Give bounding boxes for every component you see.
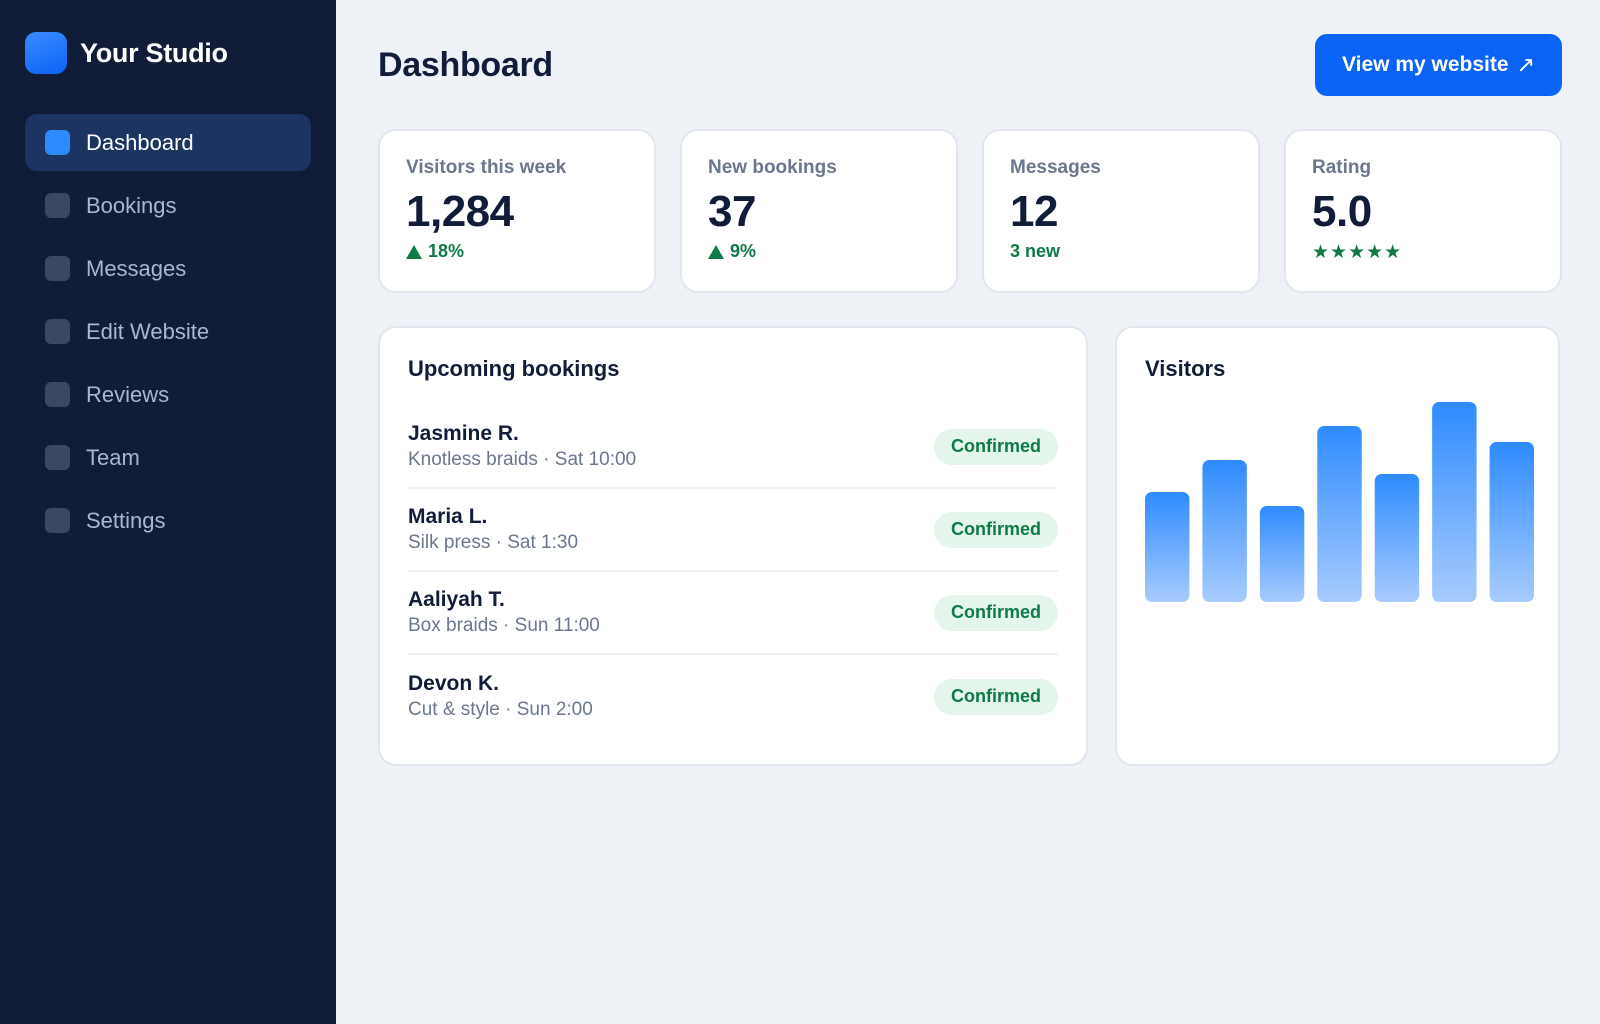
booking-info: Devon K. Cut & style · Sun 2:00 xyxy=(408,672,593,721)
sidebar-item-label: Dashboard xyxy=(86,129,194,155)
visitor-bar-3 xyxy=(1259,506,1305,602)
sidebar-item-bookings[interactable]: Bookings xyxy=(25,177,311,234)
booking-detail: Silk press · Sat 1:30 xyxy=(408,532,579,553)
panel-title: Visitors xyxy=(1145,356,1226,381)
client-name: Maria L. xyxy=(408,505,488,528)
stat-value: 37 xyxy=(708,187,756,236)
stat-value: 12 xyxy=(1010,187,1058,236)
stat-card-visitors: Visitors this week 1,284 18% xyxy=(378,129,656,293)
brand-name: Your Studio xyxy=(80,37,228,68)
sidebar-item-label: Team xyxy=(86,444,140,470)
dashboard-icon xyxy=(45,130,70,155)
edit-website-icon xyxy=(45,319,70,344)
status-badge: Confirmed xyxy=(934,594,1058,631)
stat-label: Visitors this week xyxy=(406,157,567,178)
sidebar-item-team[interactable]: Team xyxy=(25,429,311,486)
stat-trend: 18% xyxy=(406,241,628,262)
studio-logo-icon xyxy=(25,32,67,74)
sidebar-item-messages[interactable]: Messages xyxy=(25,240,311,297)
stat-value: 1,284 xyxy=(406,187,514,236)
upcoming-bookings-panel: Upcoming bookings Jasmine R. Knotless br… xyxy=(378,326,1088,766)
stat-label: Rating xyxy=(1312,157,1372,178)
stat-label: Messages xyxy=(1010,157,1101,178)
view-website-button[interactable]: View my website ↗ xyxy=(1315,34,1562,96)
visitor-bar-5 xyxy=(1374,474,1420,602)
visitor-bar-6 xyxy=(1432,402,1477,602)
panel-title: Upcoming bookings xyxy=(408,356,620,381)
booking-row[interactable]: Aaliyah T. Box braids · Sun 11:00 Confir… xyxy=(408,572,1058,655)
stat-value: 5.0 xyxy=(1312,187,1372,236)
booking-info: Aaliyah T. Box braids · Sun 11:00 xyxy=(408,588,600,637)
booking-row[interactable]: Maria L. Silk press · Sat 1:30 Confirmed xyxy=(408,489,1058,572)
sidebar-item-edit-website[interactable]: Edit Website xyxy=(25,303,311,360)
stat-label: New bookings xyxy=(708,157,837,178)
status-badge: Confirmed xyxy=(934,428,1058,465)
settings-icon xyxy=(45,508,70,533)
topbar: Dashboard View my website ↗ xyxy=(378,34,1562,96)
stats-row: Visitors this week 1,284 18% New booking… xyxy=(378,129,1562,293)
visitor-bar-4 xyxy=(1317,426,1362,602)
client-name: Devon K. xyxy=(408,672,500,695)
status-badge: Confirmed xyxy=(934,678,1058,715)
sidebar-item-settings[interactable]: Settings xyxy=(25,492,311,549)
booking-info: Jasmine R. Knotless braids · Sat 10:00 xyxy=(408,422,636,471)
stat-trend-value: 9% xyxy=(730,241,757,261)
client-name: Aaliyah T. xyxy=(408,588,505,611)
visitors-bar-chart xyxy=(1145,402,1534,602)
visitor-bar-1 xyxy=(1145,492,1190,602)
visitor-bar-2 xyxy=(1202,460,1247,602)
external-link-icon: ↗ xyxy=(1516,52,1535,77)
bookings-icon xyxy=(45,193,70,218)
stat-card-rating: Rating 5.0 ★★★★★ xyxy=(1284,129,1562,293)
sidebar-item-label: Reviews xyxy=(86,381,170,407)
booking-detail: Box braids · Sun 11:00 xyxy=(408,615,600,636)
team-icon xyxy=(45,445,70,470)
status-badge: Confirmed xyxy=(934,511,1058,548)
reviews-icon xyxy=(45,382,70,407)
booking-detail: Knotless braids · Sat 10:00 xyxy=(408,449,637,470)
star-rating-icon: ★★★★★ xyxy=(1312,242,1403,263)
booking-detail: Cut & style · Sun 2:00 xyxy=(408,699,593,720)
booking-list: Jasmine R. Knotless braids · Sat 10:00 C… xyxy=(408,406,1058,738)
view-website-label: View my website xyxy=(1342,53,1509,76)
brand[interactable]: Your Studio xyxy=(25,32,311,74)
stat-card-messages: Messages 12 3 new xyxy=(982,129,1260,293)
main-content: Dashboard View my website ↗ Visitors thi… xyxy=(336,0,1600,1024)
trend-up-icon xyxy=(406,244,422,259)
trend-up-icon xyxy=(708,244,724,259)
sidebar-nav: Dashboard Bookings Messages Edit Website… xyxy=(25,114,311,549)
booking-info: Maria L. Silk press · Sat 1:30 xyxy=(408,505,578,554)
visitors-panel: Visitors xyxy=(1115,326,1560,766)
lower-panels: Upcoming bookings Jasmine R. Knotless br… xyxy=(378,326,1562,766)
sidebar-item-reviews[interactable]: Reviews xyxy=(25,366,311,423)
booking-row[interactable]: Jasmine R. Knotless braids · Sat 10:00 C… xyxy=(408,406,1058,489)
stat-card-bookings: New bookings 37 9% xyxy=(680,129,958,293)
client-name: Jasmine R. xyxy=(408,422,519,445)
sidebar-item-dashboard[interactable]: Dashboard xyxy=(25,114,311,171)
stat-new-count: 3 new xyxy=(1010,241,1061,261)
messages-icon xyxy=(45,256,70,281)
sidebar-item-label: Messages xyxy=(86,255,187,281)
sidebar-item-label: Bookings xyxy=(86,192,177,218)
stat-trend: 9% xyxy=(708,241,930,262)
booking-row[interactable]: Devon K. Cut & style · Sun 2:00 Confirme… xyxy=(408,655,1058,738)
bars-group xyxy=(1145,402,1534,602)
page-title: Dashboard xyxy=(378,45,553,84)
sidebar-item-label: Edit Website xyxy=(86,318,210,344)
sidebar-item-label: Settings xyxy=(86,507,166,533)
sidebar: Your Studio Dashboard Bookings Messages … xyxy=(0,0,336,1024)
stat-trend-value: 18% xyxy=(428,241,465,261)
visitor-bar-7 xyxy=(1489,442,1534,602)
